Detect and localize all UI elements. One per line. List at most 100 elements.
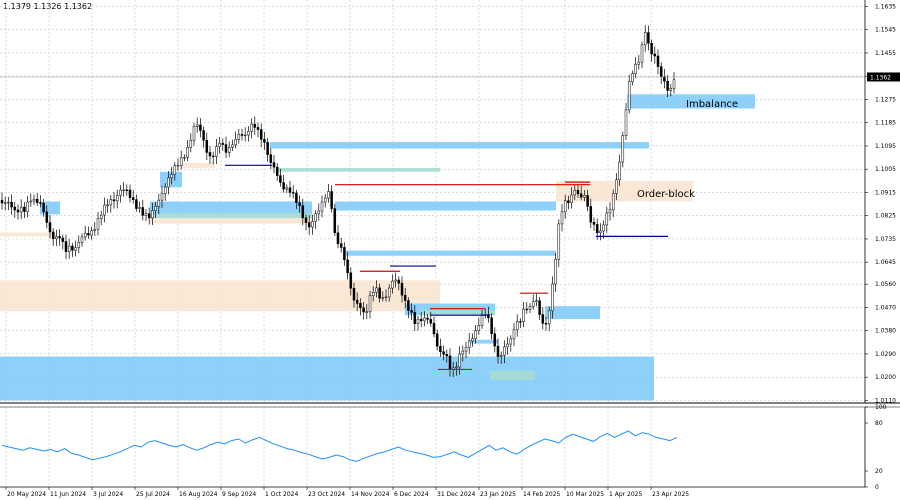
candle-body	[154, 206, 157, 211]
candle-body	[291, 192, 295, 194]
price-tick-label: 1.0290	[875, 351, 896, 358]
candle-body	[445, 354, 449, 357]
candle-body	[480, 314, 484, 326]
candle-body	[314, 213, 317, 222]
time-tick-label: 11 Jun 2024	[50, 491, 86, 498]
candle-body	[211, 155, 215, 158]
candle-body	[48, 222, 52, 233]
candle-body	[90, 230, 93, 236]
time-tick-label: 1 Oct 2024	[265, 491, 298, 498]
candle-body	[666, 80, 669, 91]
candle-body	[560, 211, 564, 225]
time-tick-label: 14 Feb 2025	[523, 491, 561, 498]
candle-body	[330, 191, 333, 209]
candle-body	[115, 195, 119, 202]
candle-body	[327, 191, 330, 199]
candle-body	[403, 294, 407, 301]
candle-body	[71, 245, 74, 251]
candle-body	[183, 157, 186, 159]
candle-body	[656, 55, 660, 67]
candle-body	[509, 338, 513, 345]
candle-body	[227, 146, 231, 153]
candle-body	[496, 345, 500, 357]
candle-body	[634, 63, 637, 75]
candle-body	[141, 207, 145, 216]
candle-body	[359, 303, 362, 309]
candle-body	[333, 208, 337, 234]
zone-blue	[545, 306, 600, 320]
candle-body	[240, 134, 244, 136]
candle-body	[160, 193, 164, 201]
candle-body	[205, 139, 209, 153]
candle-body	[23, 206, 26, 212]
candle-body	[371, 291, 375, 296]
time-tick-label: 31 Dec 2024	[437, 491, 476, 498]
oscillator-line	[1, 430, 678, 462]
candle-body	[448, 355, 452, 370]
time-tick-label: 23 Jan 2025	[480, 491, 516, 498]
candle-body	[499, 355, 503, 357]
candle-body	[522, 308, 525, 322]
zone-blue	[405, 303, 495, 316]
candle-body	[301, 205, 305, 219]
candle-body	[547, 310, 551, 325]
candle-body	[58, 236, 61, 239]
candle-body	[615, 179, 618, 194]
candle-body	[16, 209, 20, 213]
candle-body	[163, 186, 167, 194]
candle-body	[531, 301, 535, 307]
candle-body	[32, 198, 36, 202]
time-tick-label: 20 May 2024	[7, 491, 46, 498]
price-tick-label: 1.1185	[875, 120, 896, 127]
zone-teal	[278, 167, 440, 172]
candle-body	[624, 109, 628, 136]
candle-body	[311, 221, 314, 228]
zone-blue	[160, 171, 182, 188]
candle-body	[435, 333, 439, 347]
candle-body	[659, 66, 663, 77]
candle-body	[362, 307, 365, 313]
candle-body	[397, 279, 401, 284]
candle-body	[570, 194, 573, 204]
candle-body	[307, 222, 311, 228]
candle-body	[672, 79, 676, 89]
candle-body	[400, 283, 404, 296]
candle-body	[416, 318, 420, 324]
candle-body	[442, 351, 445, 355]
candle-body	[375, 287, 378, 293]
time-tick-label: 23 Oct 2024	[308, 491, 345, 498]
candle-body	[77, 242, 81, 249]
candle-body	[279, 175, 282, 183]
candle-body	[426, 317, 429, 320]
time-tick-label: 25 Jul 2024	[136, 491, 170, 498]
candle-body	[263, 139, 266, 143]
candle-body	[573, 190, 577, 196]
candle-body	[135, 199, 138, 209]
candle-body	[535, 300, 538, 303]
oscillator-tick-label: 80	[875, 420, 883, 427]
candle-body	[144, 213, 148, 216]
candle-body	[106, 204, 109, 207]
current-price-badge	[867, 72, 900, 82]
zone-blue	[40, 201, 60, 215]
candle-body	[432, 322, 436, 335]
candle-body	[346, 259, 349, 274]
candle-body	[10, 201, 13, 208]
candle-body	[189, 139, 193, 148]
candle-body	[528, 306, 532, 310]
candle-body	[93, 229, 97, 231]
candle-body	[378, 287, 381, 299]
zone-blue	[270, 142, 649, 149]
candle-body	[138, 207, 141, 209]
time-tick-label: 9 Sep 2024	[222, 491, 256, 498]
candle-body	[605, 212, 609, 226]
candle-body	[147, 213, 151, 219]
candle-body	[256, 127, 260, 130]
candle-body	[3, 202, 7, 204]
zone-beige	[182, 162, 215, 168]
oscillator-tick-label: 20	[875, 468, 883, 475]
candle-body	[51, 231, 55, 239]
candle-body	[176, 165, 180, 167]
price-tick-label: 1.1275	[875, 96, 896, 103]
